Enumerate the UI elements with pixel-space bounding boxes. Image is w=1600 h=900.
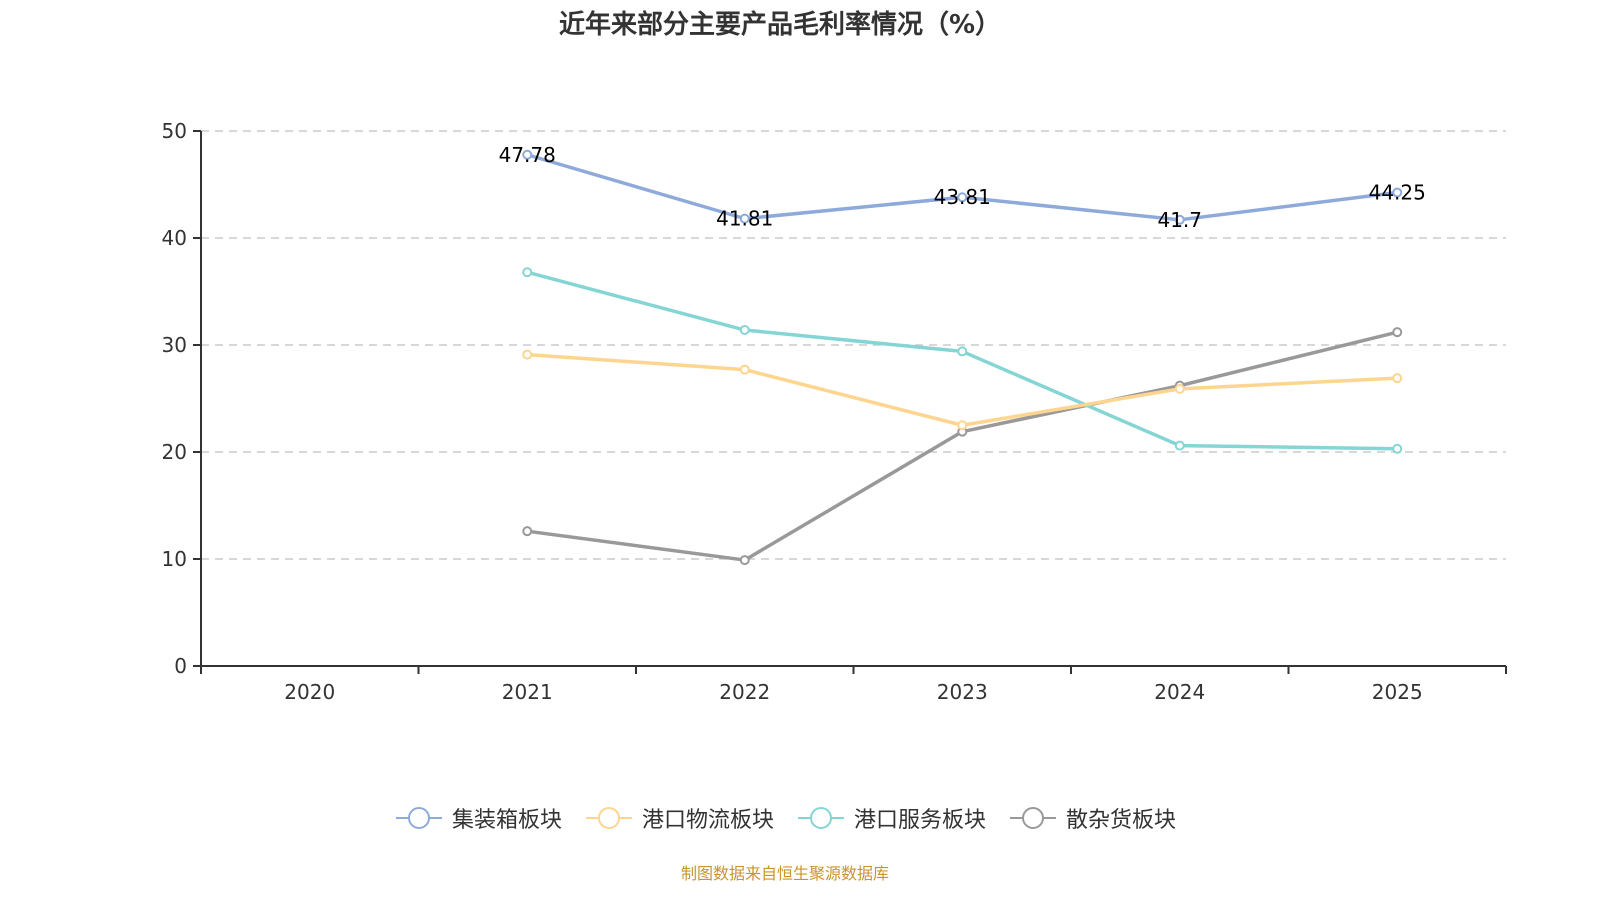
legend-line-circle-icon xyxy=(395,807,442,829)
data-point xyxy=(522,149,533,160)
data-point xyxy=(739,213,750,224)
x-tick-label: 2025 xyxy=(1372,680,1423,704)
data-point xyxy=(1392,443,1403,454)
data-label: 41.81 xyxy=(716,207,773,231)
x-tick-label: 2020 xyxy=(284,680,335,704)
data-label: 47.78 xyxy=(499,143,556,167)
data-point xyxy=(1174,214,1185,225)
data-point xyxy=(522,526,533,537)
data-point xyxy=(957,192,968,203)
data-point xyxy=(1392,373,1403,384)
axes: 0 10 20 30 40 50 2020 2021 2022 2023 2024 2025 xyxy=(162,119,1507,704)
data-point xyxy=(739,364,750,375)
legend-item[interactable]: 散杂货板块 xyxy=(1008,802,1176,834)
y-tick-label: 40 xyxy=(162,226,187,250)
y-tick-label: 10 xyxy=(162,547,187,571)
legend: 集装箱板块 港口物流板块 港口服务板块 散杂货板块 xyxy=(0,802,1570,834)
legend-label: 集装箱板块 xyxy=(451,808,562,833)
data-point xyxy=(522,349,533,360)
data-point xyxy=(1392,327,1403,338)
line-chart: 0 10 20 30 40 50 2020 2021 2022 2023 2024 2025 47.7… xyxy=(162,119,1507,704)
x-tick-label: 2021 xyxy=(502,680,553,704)
x-tick-label: 2024 xyxy=(1154,680,1205,704)
legend-label: 港口物流板块 xyxy=(641,808,774,833)
data-label: 43.81 xyxy=(934,185,991,209)
data-label: 41.7 xyxy=(1157,208,1202,232)
chart-title: 近年来部分主要产品毛利率情况（%） xyxy=(558,10,1002,40)
legend-item[interactable]: 港口物流板块 xyxy=(584,802,774,834)
data-point xyxy=(739,555,750,566)
data-point xyxy=(957,346,968,357)
y-tick-label: 20 xyxy=(162,440,187,464)
legend-line-circle-icon xyxy=(585,807,632,829)
legend-line-circle-icon xyxy=(1010,807,1057,829)
y-tick-label: 0 xyxy=(174,654,187,678)
legend-line-circle-icon xyxy=(798,807,844,829)
grid-lines xyxy=(201,130,1506,560)
legend-item[interactable]: 集装箱板块 xyxy=(394,802,562,834)
data-label: 44.25 xyxy=(1369,181,1426,205)
legend-label: 散杂货板块 xyxy=(1066,808,1177,833)
data-point xyxy=(1392,187,1403,198)
data-labels: 47.78 41.81 43.81 41.7 44.25 xyxy=(499,143,1426,232)
x-tick-label: 2023 xyxy=(937,680,988,704)
legend-item[interactable]: 港口服务板块 xyxy=(796,802,986,834)
legend-label: 港口服务板块 xyxy=(854,808,987,833)
y-tick-label: 50 xyxy=(162,119,187,143)
data-point xyxy=(522,267,533,278)
x-tick-label: 2022 xyxy=(719,680,770,704)
data-point xyxy=(957,420,968,431)
data-point xyxy=(1174,440,1185,451)
y-tick-label: 30 xyxy=(162,333,187,357)
source-note: 制图数据来自恒生聚源数据库 xyxy=(680,864,889,883)
data-point xyxy=(739,325,750,336)
data-point xyxy=(1174,383,1185,394)
series-group xyxy=(522,149,1403,566)
